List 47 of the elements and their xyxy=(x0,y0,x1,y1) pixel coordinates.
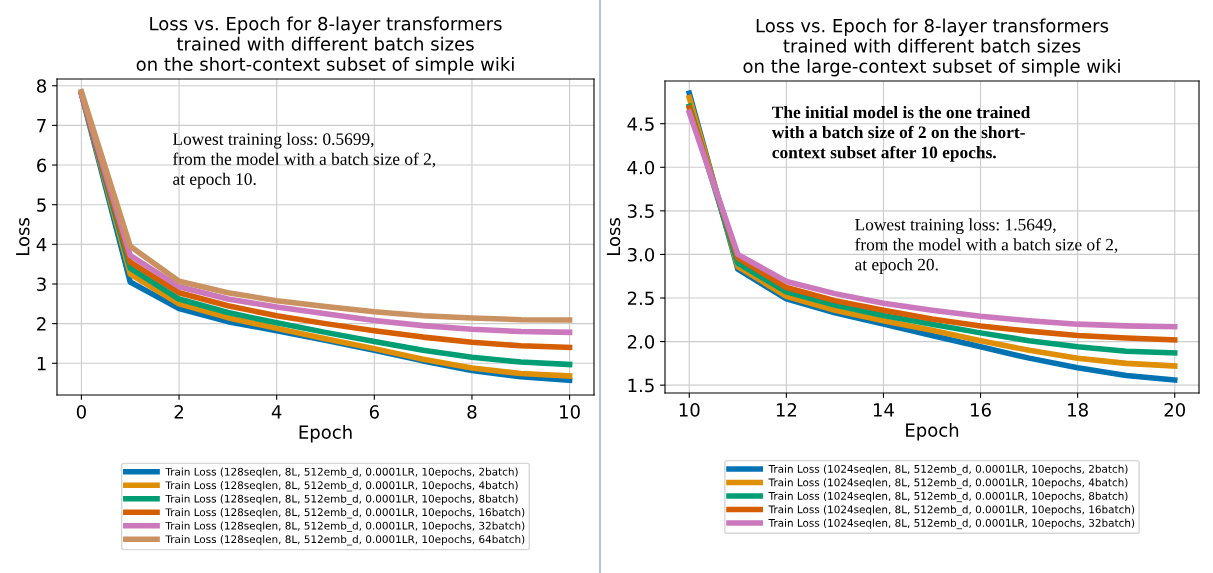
y-tick-label: 6 xyxy=(37,158,47,173)
y-tick-label: 3.0 xyxy=(627,247,655,262)
legend-label: Train Loss (1024seqlen, 8L, 512emb_d, 0.0001LR, 10epochs, 16batch) xyxy=(768,505,1135,516)
y-tick-label: 5 xyxy=(37,198,46,212)
legend-label: Train Loss (1024seqlen, 8L, 512emb_d, 0.0001LR, 10epochs, 8batch) xyxy=(768,491,1128,503)
annotation: Lowest training loss: 0.5699, from the model with a batch size of 2, at epoch 10. xyxy=(172,132,436,189)
x-tick-label: 0 xyxy=(76,405,86,419)
x-tick-label: 18 xyxy=(1068,403,1088,417)
x-tick-label: 6 xyxy=(369,405,379,419)
y-tick-label: 2.0 xyxy=(627,335,655,349)
x-tick-label: 10 xyxy=(679,403,700,417)
y-axis-title: Loss xyxy=(606,218,621,256)
annotation: The initial model is the one trained with a batch size of 2 on the short- context subset after 10 epochs. xyxy=(771,105,1031,162)
y-tick-label: 1 xyxy=(37,356,46,371)
legend-label: Train Loss (1024seqlen, 8L, 512emb_d, 0.0001LR, 10epochs, 4batch) xyxy=(768,478,1128,489)
y-tick-label: 4 xyxy=(36,238,47,252)
y-tick-label: 8 xyxy=(37,79,47,93)
x-tick-label: 4 xyxy=(271,405,282,419)
y-tick-label: 4.0 xyxy=(627,160,655,175)
x-tick-label: 16 xyxy=(971,403,991,417)
y-tick-label: 2 xyxy=(37,317,46,331)
x-tick-label: 10 xyxy=(560,405,580,419)
legend-label: Train Loss (1024seqlen, 8L, 512emb_d, 0.0001LR, 10epochs, 32batch) xyxy=(768,518,1135,530)
chart-title: Loss vs. Epoch for 8-layer transformers trained with different batch sizes on the large-context subset of simple wiki xyxy=(743,18,1120,77)
y-axis-title: Loss xyxy=(16,218,30,256)
legend-label: Train Loss (128seqlen, 8L, 512emb_d, 0.0001LR, 10epochs, 8batch) xyxy=(165,494,518,505)
x-tick-label: 14 xyxy=(873,403,894,417)
y-tick-label: 7 xyxy=(37,119,46,133)
x-tick-label: 12 xyxy=(776,403,797,417)
legend-label: Train Loss (128seqlen, 8L, 512emb_d, 0.0001LR, 10epochs, 2batch) xyxy=(165,467,518,478)
legend-label: Train Loss (128seqlen, 8L, 512emb_d, 0.0001LR, 10epochs, 16batch) xyxy=(165,508,525,519)
y-tick-label: 3 xyxy=(37,277,46,292)
x-axis-title: Epoch xyxy=(906,422,959,441)
legend-label: Train Loss (128seqlen, 8L, 512emb_d, 0.0001LR, 10epochs, 4batch) xyxy=(165,481,518,492)
y-tick-label: 3.5 xyxy=(627,204,654,218)
x-tick-label: 8 xyxy=(467,405,477,419)
y-tick-label: 1.5 xyxy=(628,378,654,393)
x-axis-title: Epoch xyxy=(299,424,352,443)
annotation: Lowest training loss: 1.5649, from the model with a batch size of 2, at epoch 20. xyxy=(855,218,1118,274)
y-tick-label: 2.5 xyxy=(627,291,654,306)
chart-title: Loss vs. Epoch for 8-layer transformers trained with different batch sizes on the short-context subset of simple wiki xyxy=(136,16,514,75)
y-tick-label: 4.5 xyxy=(627,117,654,131)
x-tick-label: 2 xyxy=(174,405,183,419)
legend-label: Train Loss (128seqlen, 8L, 512emb_d, 0.0001LR, 10epochs, 32batch) xyxy=(165,521,525,532)
legend-label: Train Loss (128seqlen, 8L, 512emb_d, 0.0001LR, 10epochs, 64batch) xyxy=(165,535,525,546)
legend-label: Train Loss (1024seqlen, 8L, 512emb_d, 0.0001LR, 10epochs, 2batch) xyxy=(768,464,1128,476)
x-tick-label: 20 xyxy=(1164,403,1186,417)
